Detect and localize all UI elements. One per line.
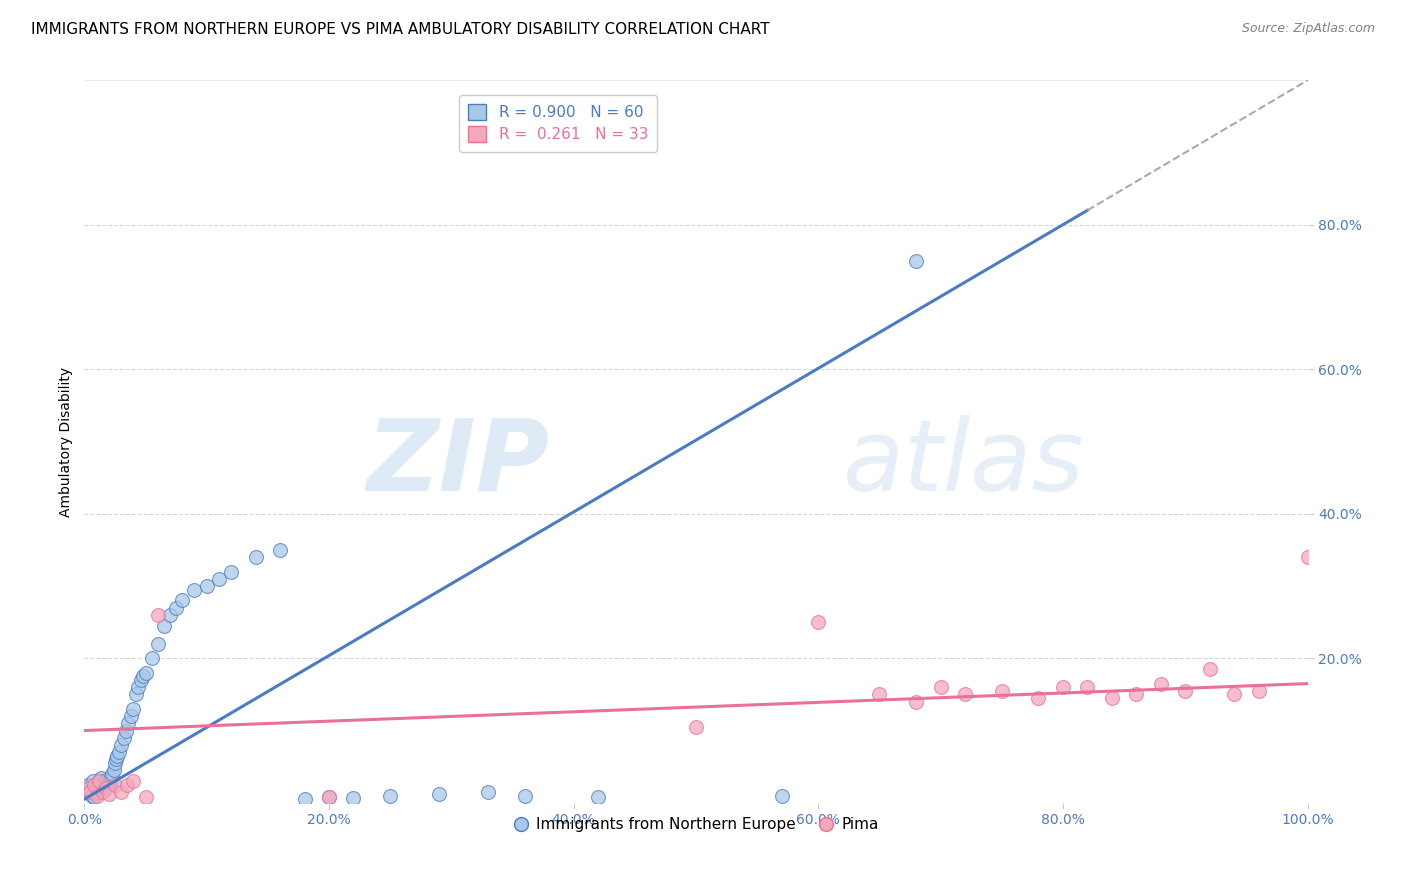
Point — [1150, 676, 1173, 690]
Point — [146, 637, 169, 651]
Point — [91, 781, 114, 796]
Point — [90, 771, 112, 785]
Point — [77, 781, 100, 796]
Point — [83, 778, 105, 792]
Point — [129, 673, 152, 687]
Point — [342, 791, 364, 805]
Point — [219, 565, 242, 579]
Point — [1101, 691, 1123, 706]
Point — [120, 709, 142, 723]
Text: atlas: atlas — [842, 415, 1084, 512]
Point — [318, 790, 340, 805]
Point — [117, 716, 139, 731]
Point — [82, 774, 104, 789]
Point — [195, 579, 218, 593]
Point — [135, 665, 157, 680]
Point — [132, 669, 155, 683]
Point — [87, 774, 110, 789]
Point — [1223, 687, 1246, 701]
Point — [135, 790, 157, 805]
Point — [586, 790, 609, 805]
Point — [79, 785, 101, 799]
Point — [87, 774, 110, 789]
Point — [245, 550, 267, 565]
Point — [93, 782, 115, 797]
Point — [86, 785, 108, 799]
Point — [1125, 687, 1147, 701]
Point — [905, 695, 928, 709]
Point — [146, 607, 169, 622]
Point — [83, 790, 105, 805]
Point — [97, 787, 120, 801]
Point — [318, 790, 340, 805]
Point — [159, 607, 181, 622]
Point — [115, 723, 138, 738]
Point — [905, 253, 928, 268]
Point — [103, 764, 125, 778]
Point — [770, 789, 793, 803]
Point — [97, 778, 120, 792]
Point — [94, 775, 117, 789]
Point — [77, 781, 100, 796]
Point — [869, 687, 891, 701]
Point — [991, 683, 1014, 698]
Point — [115, 778, 138, 792]
Point — [807, 615, 830, 630]
Point — [1028, 691, 1050, 706]
Point — [125, 687, 148, 701]
Point — [98, 775, 121, 789]
Point — [97, 774, 120, 789]
Point — [183, 582, 205, 597]
Text: IMMIGRANTS FROM NORTHERN EUROPE VS PIMA AMBULATORY DISABILITY CORRELATION CHART: IMMIGRANTS FROM NORTHERN EUROPE VS PIMA … — [31, 22, 769, 37]
Point — [294, 792, 316, 806]
Point — [112, 731, 135, 745]
Text: ZIP: ZIP — [366, 415, 550, 512]
Point — [513, 789, 536, 803]
Point — [208, 572, 231, 586]
Point — [89, 778, 111, 792]
Point — [79, 785, 101, 799]
Point — [110, 738, 132, 752]
Point — [122, 774, 145, 789]
Legend: Immigrants from Northern Europe, Pima: Immigrants from Northern Europe, Pima — [508, 812, 884, 838]
Point — [107, 745, 129, 759]
Point — [127, 680, 149, 694]
Point — [86, 789, 108, 803]
Point — [110, 785, 132, 799]
Point — [96, 772, 118, 787]
Point — [87, 781, 110, 796]
Point — [101, 767, 124, 781]
Text: Source: ZipAtlas.com: Source: ZipAtlas.com — [1241, 22, 1375, 36]
Point — [104, 778, 127, 792]
Point — [104, 756, 127, 770]
Point — [100, 771, 122, 785]
Point — [1052, 680, 1074, 694]
Point — [80, 789, 103, 803]
Point — [105, 748, 128, 763]
Point — [1198, 662, 1220, 676]
Point — [91, 785, 114, 799]
Point — [685, 720, 707, 734]
Point — [477, 785, 499, 799]
Y-axis label: Ambulatory Disability: Ambulatory Disability — [59, 367, 73, 516]
Point — [1174, 683, 1197, 698]
Point — [172, 593, 194, 607]
Point — [96, 781, 118, 796]
Point — [929, 680, 952, 694]
Point — [953, 687, 976, 701]
Point — [1296, 550, 1319, 565]
Point — [86, 778, 108, 792]
Point — [380, 789, 402, 803]
Point — [1076, 680, 1098, 694]
Point — [269, 542, 291, 557]
Point — [84, 780, 107, 794]
Point — [141, 651, 163, 665]
Point — [153, 619, 176, 633]
Point — [77, 778, 100, 792]
Point — [105, 752, 128, 766]
Point — [165, 600, 187, 615]
Point — [122, 702, 145, 716]
Point — [427, 787, 450, 801]
Point — [1247, 683, 1270, 698]
